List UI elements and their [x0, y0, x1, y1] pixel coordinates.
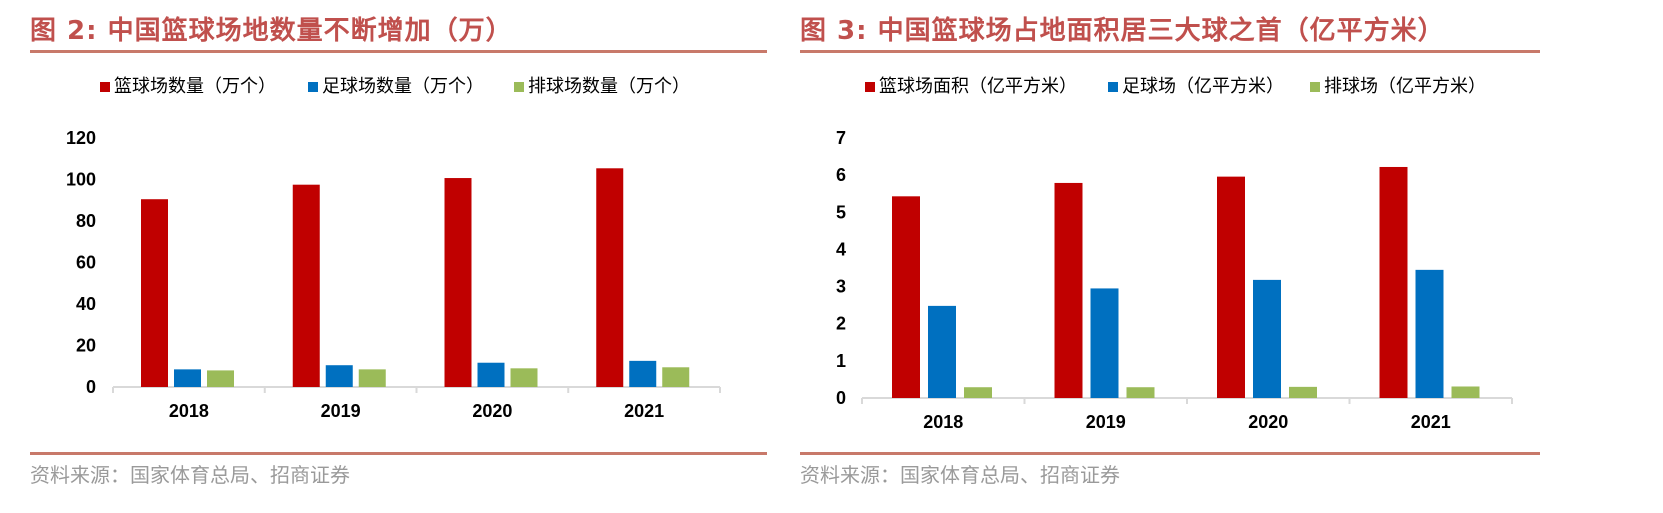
legend-label-basketball: 篮球场面积（亿平方米） — [879, 76, 1077, 97]
y-tick-label: 60 — [76, 253, 96, 273]
bar-basketball-2019 — [292, 184, 320, 387]
y-tick-label: 1 — [836, 351, 846, 371]
source-divider — [800, 452, 1540, 455]
y-tick-label: 3 — [836, 277, 846, 297]
bar-football-2020 — [477, 362, 505, 387]
legend-swatch-volleyball — [1310, 82, 1320, 92]
legend-label-football: 足球场（亿平方米） — [1122, 76, 1284, 97]
bar-football-2018 — [174, 369, 201, 387]
source-divider — [30, 452, 767, 455]
bar-volleyball-2021 — [1451, 386, 1480, 398]
bar-volleyball-2020 — [1289, 386, 1317, 398]
x-tick-label: 2019 — [321, 401, 361, 421]
legend-swatch-basketball — [100, 82, 110, 92]
y-tick-label: 7 — [836, 128, 846, 148]
y-tick-label: 2 — [836, 314, 846, 334]
bar-football-2021 — [629, 360, 657, 387]
legend-label-football: 足球场数量（万个） — [322, 76, 484, 97]
x-tick-label: 2020 — [1248, 412, 1288, 432]
bar-chart-court-count: 篮球场数量（万个） 足球场数量（万个） 排球场数量（万个） 0 20 40 60 80 100 1… — [66, 76, 721, 421]
x-tick-label: 2020 — [472, 401, 512, 421]
legend-swatch-volleyball — [514, 82, 524, 92]
x-tick-label: 2021 — [1411, 412, 1451, 432]
bar-volleyball-2020 — [510, 368, 538, 387]
y-tick-label: 0 — [836, 388, 846, 408]
chart-source: 资料来源：国家体育总局、招商证券 — [30, 463, 350, 487]
legend: 篮球场面积（亿平方米） 足球场（亿平方米） 排球场（亿平方米） — [865, 76, 1486, 97]
y-tick-label: 40 — [76, 294, 96, 314]
bar-basketball-2020 — [444, 178, 472, 387]
title-divider — [800, 50, 1540, 53]
bar-basketball-2021 — [596, 168, 624, 387]
y-tick-label: 5 — [836, 202, 846, 222]
bar-basketball-2019 — [1054, 182, 1083, 398]
bar-football-2020 — [1253, 279, 1281, 398]
chart-title: 图 3: 中国篮球场占地面积居三大球之首（亿平方米） — [800, 16, 1445, 46]
legend-label-volleyball: 排球场（亿平方米） — [1324, 76, 1486, 97]
chart-panel-right: 图 3: 中国篮球场占地面积居三大球之首（亿平方米） 篮球场面积（亿平方米） 足球… — [800, 0, 1540, 513]
title-divider — [30, 50, 767, 53]
chart-title: 图 2: 中国篮球场地数量不断增加（万） — [30, 16, 513, 46]
legend-swatch-football — [1108, 82, 1118, 92]
y-tick-label: 120 — [66, 128, 96, 148]
bar-chart-court-area: 篮球场面积（亿平方米） 足球场（亿平方米） 排球场（亿平方米） 0 1 2 3 4 5 6 7 201… — [836, 76, 1513, 432]
bar-volleyball-2018 — [207, 370, 234, 387]
x-tick-label: 2018 — [923, 412, 963, 432]
chart-source: 资料来源：国家体育总局、招商证券 — [800, 463, 1120, 487]
bar-volleyball-2019 — [358, 369, 386, 387]
bar-football-2021 — [1415, 269, 1444, 398]
x-tick-label: 2019 — [1086, 412, 1126, 432]
x-tick-label: 2021 — [624, 401, 664, 421]
bar-volleyball-2021 — [662, 367, 690, 387]
x-tick-label: 2018 — [169, 401, 209, 421]
legend: 篮球场数量（万个） 足球场数量（万个） 排球场数量（万个） — [100, 76, 690, 97]
legend-swatch-football — [308, 82, 318, 92]
bar-football-2019 — [1090, 288, 1119, 398]
bar-football-2019 — [325, 365, 353, 387]
bar-volleyball-2018 — [964, 387, 992, 398]
legend-label-volleyball: 排球场数量（万个） — [528, 76, 690, 97]
y-tick-label: 4 — [836, 239, 846, 259]
legend-swatch-basketball — [865, 82, 875, 92]
y-tick-label: 6 — [836, 165, 846, 185]
bar-basketball-2020 — [1217, 176, 1245, 398]
bar-basketball-2021 — [1379, 166, 1408, 398]
bar-volleyball-2019 — [1126, 387, 1155, 398]
bar-football-2018 — [928, 305, 956, 398]
y-tick-label: 20 — [76, 336, 96, 356]
chart-panel-left: 图 2: 中国篮球场地数量不断增加（万） 篮球场数量（万个） 足球场数量（万个） 排… — [30, 0, 767, 513]
bar-basketball-2018 — [892, 196, 920, 398]
legend-label-basketball: 篮球场数量（万个） — [114, 76, 276, 97]
y-tick-label: 100 — [66, 170, 96, 190]
bar-basketball-2018 — [141, 199, 168, 387]
y-tick-label: 80 — [76, 211, 96, 231]
y-tick-label: 0 — [86, 377, 96, 397]
